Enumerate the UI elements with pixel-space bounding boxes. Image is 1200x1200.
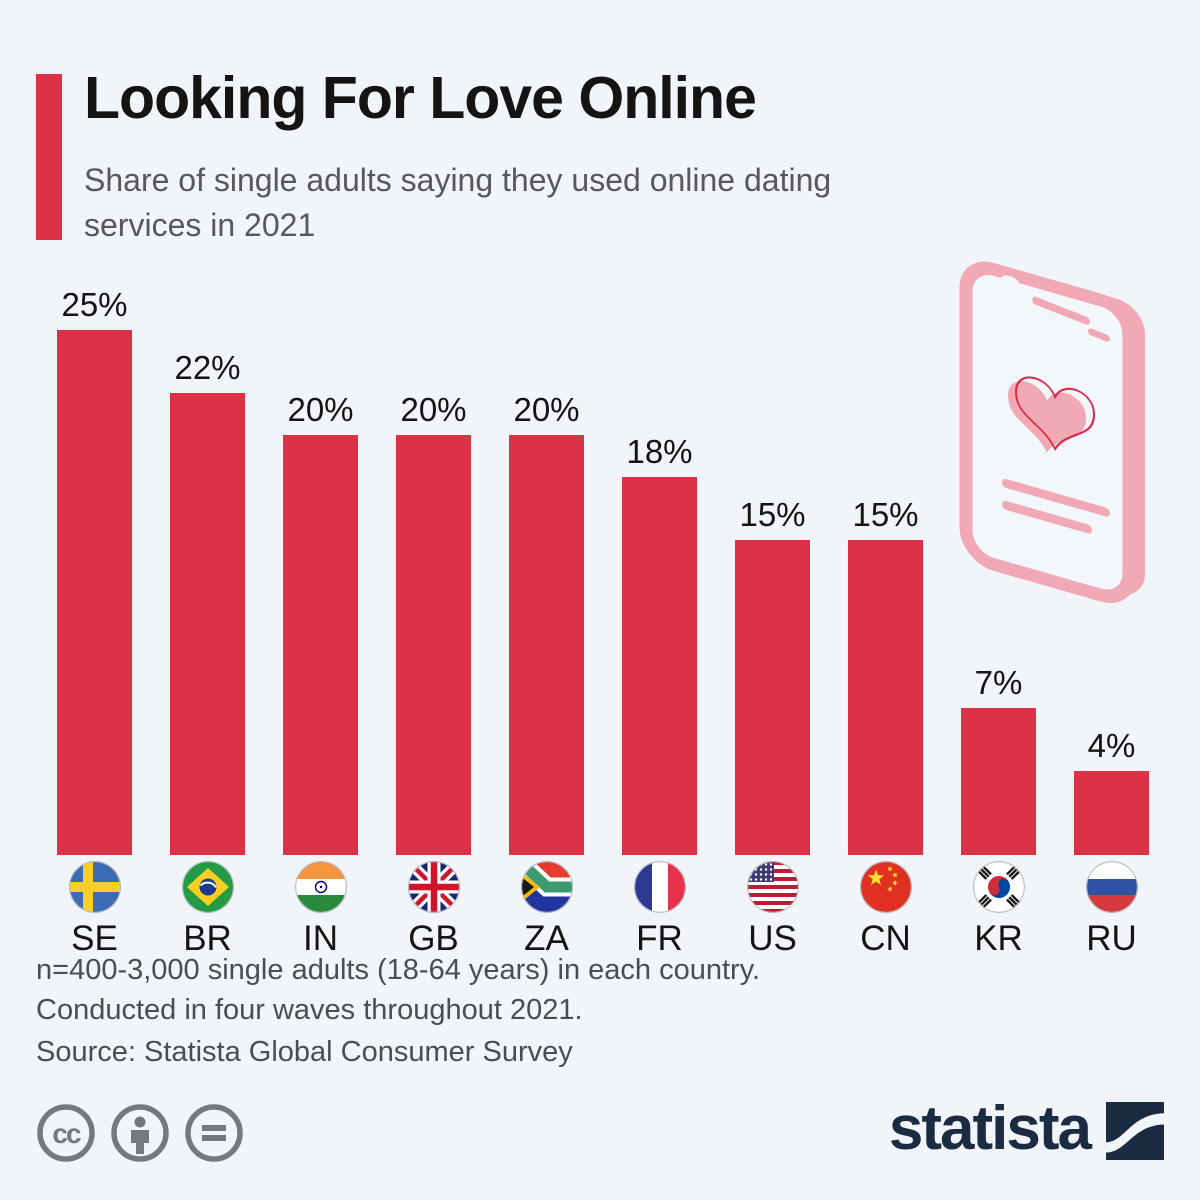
phone-camera-dot [1001,275,1019,287]
source-line: Source: Statista Global Consumer Survey [36,1036,573,1068]
statista-logo-text: statista [888,1094,1092,1163]
bar-column-za: 20% ZA [509,0,584,1200]
bar-column-gb: 20% GB [396,0,471,1200]
bar-value-label: 20% [513,391,580,428]
country-code-label: US [748,919,797,958]
country-code-label: IN [303,919,338,958]
flag-gb-icon [407,861,460,913]
country-code-label: RU [1086,919,1137,958]
equals-icon [184,1103,244,1163]
subtitle-line-2: services in 2021 [84,207,316,243]
bar [1074,771,1149,855]
flag-ru-icon [1085,861,1138,913]
attribution-person-icon [110,1103,170,1163]
phone-side-button-1 [1136,425,1145,456]
bar-value-label: 15% [852,496,919,533]
svg-text:cc: cc [52,1118,81,1149]
heart-icon [1008,381,1086,453]
country-code-label: CN [860,919,911,958]
flag-se-icon [68,861,121,913]
footnote-line-2: Conducted in four waves throughout 2021. [36,994,583,1026]
flag-fr-icon [633,861,686,913]
bar [735,540,810,855]
bar-column-us: 15% US [735,0,810,1200]
flag-kr-icon [972,861,1025,913]
bar [57,330,132,855]
bar-column-in: 20% IN [283,0,358,1200]
bar [622,477,697,855]
statista-logo-mark-icon [1106,1102,1164,1160]
chart-subtitle: Share of single adults saying they used … [84,158,831,248]
phone-notch-line [1032,296,1090,325]
bar-column-fr: 18% FR [622,0,697,1200]
footnote: n=400-3,000 single adults (18-64 years) … [36,950,760,1030]
bar-value-label: 22% [174,349,241,386]
bar-column-br: 22% BR [170,0,245,1200]
bar-value-label: 20% [400,391,467,428]
license-icons: cc [36,1103,244,1163]
footnote-line-1: n=400-3,000 single adults (18-64 years) … [36,954,761,986]
bar [283,435,358,855]
cc-icon: cc [36,1103,96,1163]
flag-in-icon [294,861,347,913]
statista-logo: statista [889,1098,1164,1160]
title-accent-bar [36,74,62,240]
page-title: Looking For Love Online [84,65,757,131]
bar [396,435,471,855]
bar-column-ru: 4% RU [1074,0,1149,1200]
flag-br-icon [181,861,234,913]
phone-notch-line-2 [1087,328,1110,342]
bar-value-label: 4% [1087,727,1136,764]
bar-column-se: 25% SE [57,0,132,1200]
bar-value-label: 25% [61,286,128,323]
country-code-label: FR [636,919,683,958]
flag-za-icon [520,861,573,913]
flag-cn-icon [859,861,912,913]
country-code-label: ZA [524,919,569,958]
subtitle-line-1: Share of single adults saying they used … [84,162,832,198]
smartphone-with-heart-illustration [928,238,1188,638]
phone-side-button-2 [1136,465,1145,496]
bar [509,435,584,855]
bar-value-label: 15% [739,496,806,533]
bar [170,393,245,855]
bar [848,540,923,855]
country-code-label: SE [71,919,118,958]
flag-us-icon [746,861,799,913]
bar-value-label: 20% [287,391,354,428]
heart-outline-icon [1014,376,1096,452]
phone-text-line-1 [1002,478,1110,517]
country-code-label: GB [408,919,459,958]
country-code-label: KR [974,919,1023,958]
phone-text-line-2 [1002,500,1092,534]
bar-value-label: 7% [974,664,1023,701]
country-code-label: BR [183,919,232,958]
bar-column-kr: 7% KR [961,0,1036,1200]
bar [961,708,1036,855]
bar-column-cn: 15% CN [848,0,923,1200]
bar-value-label: 18% [626,433,693,470]
